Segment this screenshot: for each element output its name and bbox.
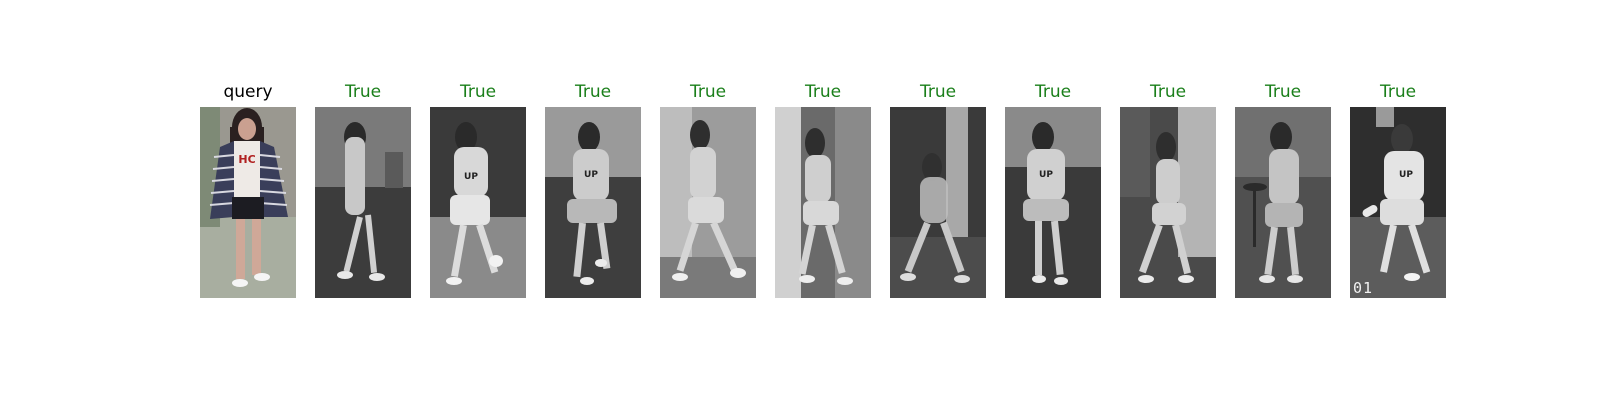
result-panel: True (890, 80, 986, 298)
query-shirt-text: HC (238, 153, 255, 166)
result-shirt-text: UP (1039, 170, 1053, 180)
result-image: UP 01 (1350, 107, 1446, 298)
result-panel: True UP 01 (1350, 80, 1446, 298)
query-person-photo: HC (200, 107, 296, 298)
result-panel: True (775, 80, 871, 298)
result-shirt-text: UP (1399, 170, 1413, 180)
result-shirt-text: UP (464, 172, 478, 182)
result-label: True (919, 82, 957, 102)
result-label: True (459, 82, 497, 102)
result-panel: True (1120, 80, 1216, 298)
result-image (315, 107, 411, 298)
result-label: True (1379, 82, 1417, 102)
gallery-person-photo (1120, 107, 1216, 298)
query-label: query (223, 82, 273, 102)
result-label: True (804, 82, 842, 102)
result-image (1235, 107, 1331, 298)
gallery-person-photo (890, 107, 986, 298)
gallery-person-photo: UP (1005, 107, 1101, 298)
result-image: UP (430, 107, 526, 298)
result-image: UP (545, 107, 641, 298)
result-label: True (1149, 82, 1187, 102)
gallery-person-photo (1235, 107, 1331, 298)
result-panel: True (660, 80, 756, 298)
result-shirt-text: UP (584, 170, 598, 180)
result-panel: True (1235, 80, 1331, 298)
result-label: True (344, 82, 382, 102)
result-label: True (689, 82, 727, 102)
query-panel: query (200, 80, 296, 298)
result-image (890, 107, 986, 298)
result-image: UP (1005, 107, 1101, 298)
result-label: True (1034, 82, 1072, 102)
gallery-person-photo: UP (1350, 107, 1446, 298)
result-panel: True UP (545, 80, 641, 298)
result-label: True (1264, 82, 1302, 102)
result-panel: True UP (430, 80, 526, 298)
result-label: True (574, 82, 612, 102)
gallery-person-photo: UP (545, 107, 641, 298)
result-image (775, 107, 871, 298)
gallery-person-photo (660, 107, 756, 298)
gallery-person-photo (775, 107, 871, 298)
gallery-person-photo: UP (430, 107, 526, 298)
query-image: HC (200, 107, 296, 298)
result-panel: True UP (1005, 80, 1101, 298)
result-image (1120, 107, 1216, 298)
result-image (660, 107, 756, 298)
camera-id-overlay: 01 (1353, 279, 1374, 297)
gallery-person-photo (315, 107, 411, 298)
result-panel: True (315, 80, 411, 298)
